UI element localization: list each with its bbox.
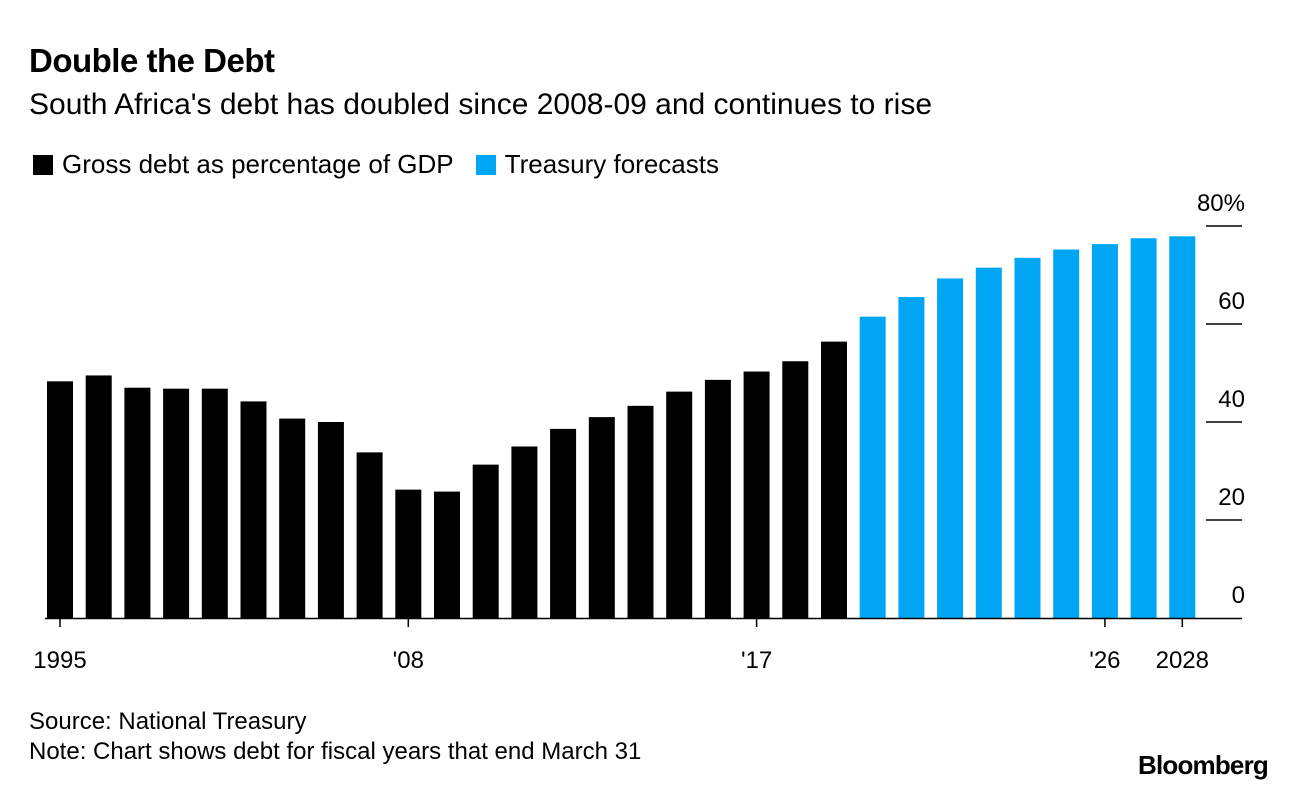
bar-actual-2010 bbox=[627, 405, 654, 618]
bar-forecast-2020 bbox=[1014, 257, 1041, 618]
bar-forecast-2019 bbox=[975, 267, 1002, 618]
bar-actual-2012 bbox=[704, 379, 731, 618]
bar-actual-1995 bbox=[47, 381, 73, 618]
x-tick-label-'08: '08 bbox=[393, 647, 424, 674]
bar-actual-2008 bbox=[550, 428, 577, 618]
bar-forecast-2021 bbox=[1053, 249, 1080, 618]
y-axis-labels: 0 20 40 60 80% bbox=[1197, 190, 1245, 609]
bar-actual-2014 bbox=[782, 361, 809, 618]
bar-actual-2015 bbox=[821, 341, 847, 618]
x-tick-label-1995: 1995 bbox=[33, 647, 86, 674]
bar-actual-2001 bbox=[279, 418, 306, 618]
legend-swatch-treasury-forecasts bbox=[475, 154, 496, 175]
chart-title: Double the Debt bbox=[29, 42, 275, 79]
bar-forecast-2024 bbox=[1169, 236, 1196, 619]
bar-actual-1997 bbox=[124, 387, 151, 618]
bar-forecast-2017 bbox=[898, 297, 925, 618]
y-tick-label-20: 20 bbox=[1218, 484, 1245, 511]
bar-forecast-2022 bbox=[1091, 244, 1118, 618]
bar-actual-2006 bbox=[472, 464, 499, 618]
legend: Gross debt as percentage of GDP Treasury… bbox=[33, 149, 741, 180]
bar-forecast-2023 bbox=[1130, 238, 1157, 618]
bar-actual-2000 bbox=[240, 401, 267, 618]
bar-actual-2013 bbox=[743, 371, 770, 618]
bar-actual-1996 bbox=[85, 375, 112, 618]
bloomberg-logo: Bloomberg bbox=[1137, 750, 1269, 780]
x-tick-label-2028: 2028 bbox=[1156, 647, 1209, 674]
y-tick-label-0: 0 bbox=[1232, 582, 1245, 609]
bar-forecast-2016 bbox=[859, 316, 886, 618]
bar-forecast-2018 bbox=[937, 278, 964, 618]
y-tick-label-80: 80% bbox=[1197, 190, 1245, 217]
bar-actual-2005 bbox=[434, 491, 460, 618]
bar-actual-2011 bbox=[666, 391, 693, 618]
legend-swatch-gross-debt bbox=[33, 154, 53, 175]
y-axis-gridlines bbox=[1206, 225, 1242, 521]
bar-actual-2002 bbox=[317, 422, 344, 618]
bar-actual-2003 bbox=[356, 452, 383, 618]
bars bbox=[47, 236, 1196, 619]
legend-item-gross-debt: Gross debt as percentage of GDP bbox=[33, 149, 454, 180]
bar-actual-1999 bbox=[201, 388, 228, 618]
x-tick-label-'26: '26 bbox=[1089, 647, 1120, 674]
y-tick-label-40: 40 bbox=[1218, 386, 1245, 413]
chart-subtitle: South Africa's debt has doubled since 20… bbox=[29, 88, 933, 121]
source-note: Source: National Treasury bbox=[29, 708, 307, 735]
bar-actual-1998 bbox=[163, 388, 190, 618]
x-tick-label-'17: '17 bbox=[741, 647, 772, 674]
bar-actual-2007 bbox=[511, 446, 538, 618]
bar-actual-2009 bbox=[588, 417, 615, 618]
chart-plot: 1995 '08 '17 '26 2028 0 20 40 60 80% bbox=[33, 190, 1245, 674]
footnote: Note: Chart shows debt for fiscal years … bbox=[29, 738, 642, 765]
y-tick-label-60: 60 bbox=[1218, 288, 1245, 315]
legend-label-gross-debt: Gross debt as percentage of GDP bbox=[62, 149, 454, 179]
legend-label-treasury-forecasts: Treasury forecasts bbox=[504, 149, 719, 179]
bar-actual-2004 bbox=[395, 489, 422, 618]
x-axis: 1995 '08 '17 '26 2028 bbox=[33, 617, 1242, 674]
legend-item-treasury-forecasts: Treasury forecasts bbox=[475, 149, 719, 180]
